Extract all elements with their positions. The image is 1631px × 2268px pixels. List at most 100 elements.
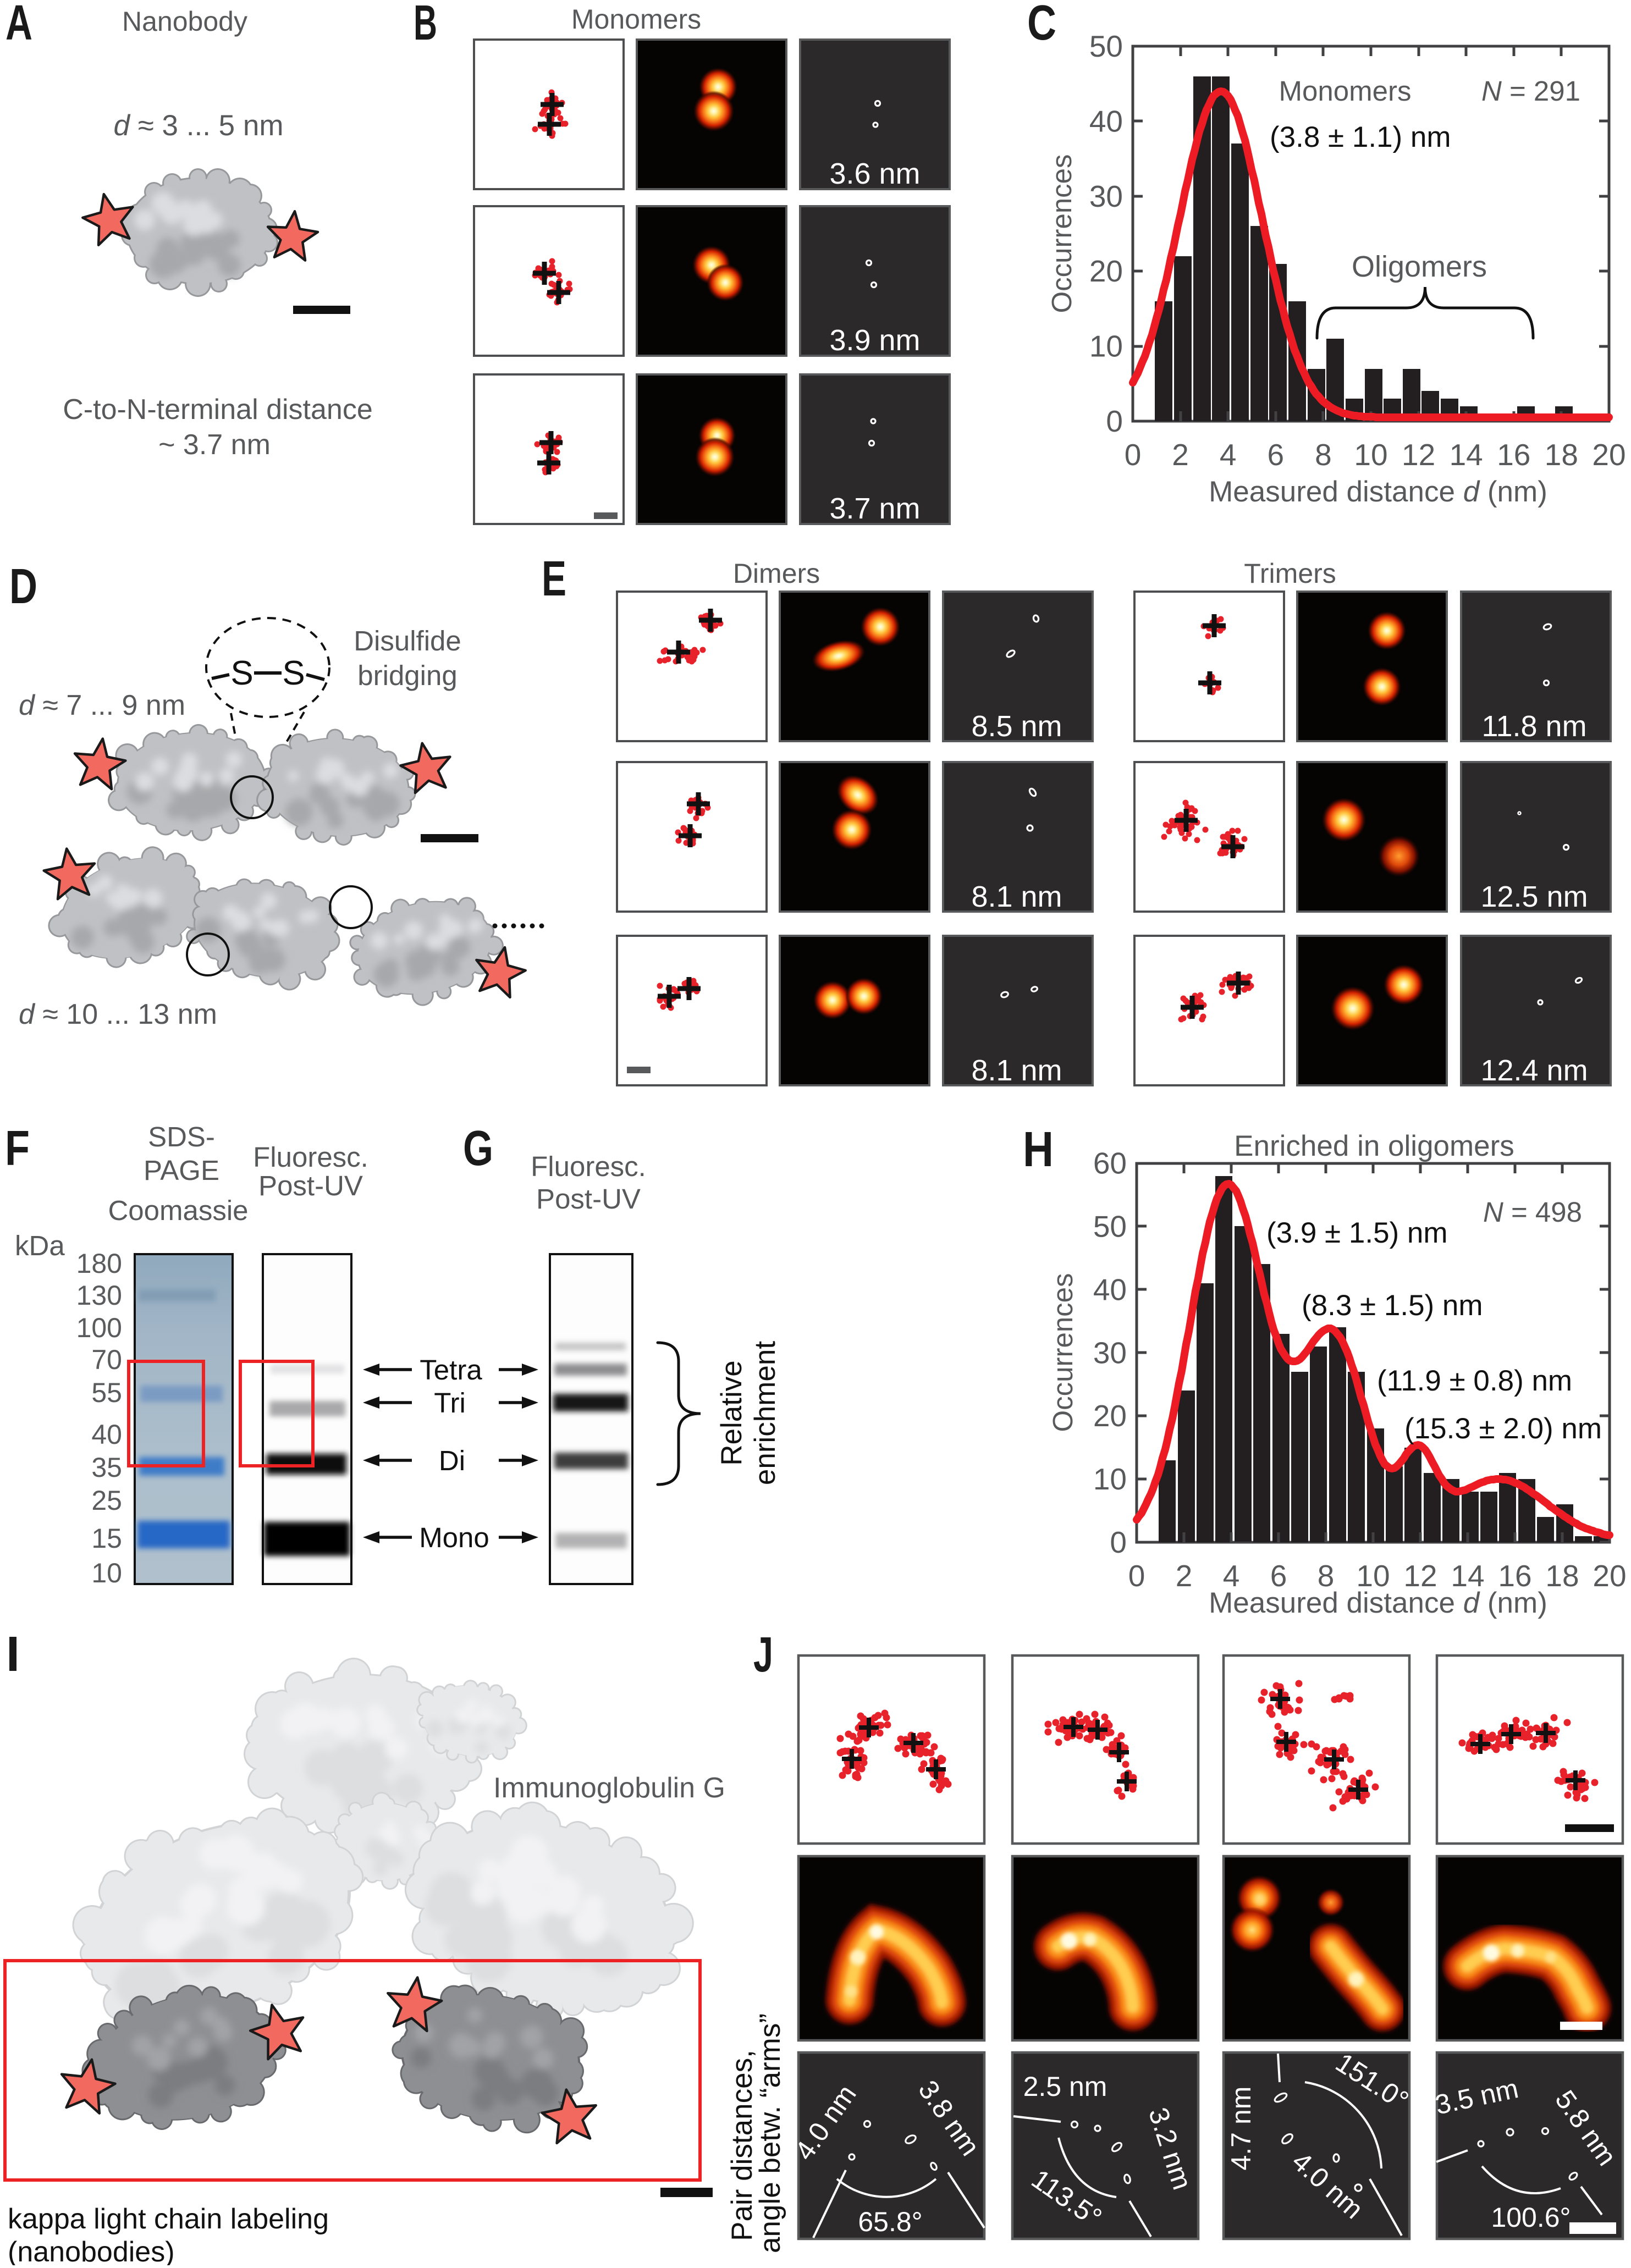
svg-text:angle betw. “arms”: angle betw. “arms” xyxy=(754,2013,786,2253)
svg-text:3.9 nm: 3.9 nm xyxy=(829,324,920,357)
svg-text:Trimers: Trimers xyxy=(1244,558,1336,589)
svg-text:Oligomers: Oligomers xyxy=(1352,250,1487,283)
svg-text:Tetra: Tetra xyxy=(420,1354,482,1386)
svg-text:A: A xyxy=(5,0,32,51)
svg-text:S: S xyxy=(230,654,253,692)
svg-text:0: 0 xyxy=(1128,1559,1145,1593)
svg-text:0: 0 xyxy=(1125,438,1142,472)
svg-text:Enriched in oligomers: Enriched in oligomers xyxy=(1234,1130,1514,1162)
svg-text:10: 10 xyxy=(1356,1559,1390,1593)
svg-text:Di: Di xyxy=(439,1445,465,1476)
svg-text:18: 18 xyxy=(1545,1559,1579,1593)
svg-text:8: 8 xyxy=(1318,1559,1335,1593)
svg-text:15: 15 xyxy=(91,1523,122,1554)
svg-text:J: J xyxy=(753,1627,773,1682)
svg-text:S: S xyxy=(282,654,305,692)
svg-text:Measured distance d (nm): Measured distance d (nm) xyxy=(1209,476,1547,508)
svg-text:2: 2 xyxy=(1176,1559,1193,1593)
svg-text:3.7 nm: 3.7 nm xyxy=(829,492,920,525)
svg-text:14: 14 xyxy=(1451,1559,1484,1593)
svg-text:20: 20 xyxy=(1089,254,1123,288)
svg-text:kappa light chain labeling: kappa light chain labeling xyxy=(8,2203,329,2235)
svg-text:10: 10 xyxy=(91,1558,122,1588)
svg-text:20: 20 xyxy=(1093,1399,1127,1433)
svg-text:Fluoresc.: Fluoresc. xyxy=(253,1141,368,1173)
svg-text:20: 20 xyxy=(1593,1559,1626,1593)
svg-text:12.5 nm: 12.5 nm xyxy=(1480,880,1588,913)
svg-text:d ≈ 3 ... 5 nm: d ≈ 3 ... 5 nm xyxy=(114,109,284,142)
svg-text:40: 40 xyxy=(1089,104,1123,138)
svg-text:(11.9 ± 0.8) nm: (11.9 ± 0.8) nm xyxy=(1377,1365,1572,1397)
svg-text:4: 4 xyxy=(1223,1559,1240,1593)
svg-text:35: 35 xyxy=(91,1452,122,1483)
svg-text:Immunoglobulin G: Immunoglobulin G xyxy=(493,1772,725,1804)
svg-text:130: 130 xyxy=(76,1280,122,1311)
svg-text:6: 6 xyxy=(1268,438,1285,472)
svg-text:25: 25 xyxy=(91,1485,122,1516)
svg-text:11.8 nm: 11.8 nm xyxy=(1481,710,1586,743)
svg-text:I: I xyxy=(6,1627,20,1682)
svg-text:10: 10 xyxy=(1354,438,1387,472)
svg-text:10: 10 xyxy=(1093,1462,1127,1496)
svg-text:50: 50 xyxy=(1089,29,1123,63)
svg-text:100.6°: 100.6° xyxy=(1491,2202,1571,2233)
svg-text:Mono: Mono xyxy=(419,1522,489,1553)
svg-text:8.1 nm: 8.1 nm xyxy=(971,1054,1062,1087)
svg-text:16: 16 xyxy=(1498,1559,1531,1593)
svg-text:55: 55 xyxy=(91,1377,122,1408)
svg-text:enrichment: enrichment xyxy=(749,1341,781,1485)
svg-text:65.8°: 65.8° xyxy=(858,2206,922,2237)
svg-text:PAGE: PAGE xyxy=(144,1155,219,1186)
svg-text:50: 50 xyxy=(1093,1210,1127,1244)
svg-text:6: 6 xyxy=(1270,1559,1287,1593)
svg-text:12: 12 xyxy=(1403,1559,1437,1593)
svg-text:4: 4 xyxy=(1220,438,1237,472)
svg-text:30: 30 xyxy=(1093,1336,1127,1370)
svg-text:2: 2 xyxy=(1172,438,1189,472)
svg-text:(8.3 ± 1.5) nm: (8.3 ± 1.5) nm xyxy=(1302,1289,1483,1322)
svg-text:20: 20 xyxy=(1592,438,1626,472)
svg-text:C-to-N-terminal distance: C-to-N-terminal distance xyxy=(63,394,373,426)
svg-text:40: 40 xyxy=(1093,1272,1127,1306)
svg-text:(15.3 ± 2.0) nm: (15.3 ± 2.0) nm xyxy=(1404,1412,1602,1445)
svg-text:N = 291: N = 291 xyxy=(1481,75,1580,107)
svg-text:Dimers: Dimers xyxy=(733,558,820,589)
svg-text:Occurrences: Occurrences xyxy=(1046,154,1077,313)
svg-text:D: D xyxy=(9,559,37,614)
svg-text:0: 0 xyxy=(1106,404,1123,438)
svg-text:B: B xyxy=(414,0,437,51)
svg-text:40: 40 xyxy=(91,1419,122,1450)
svg-text:18: 18 xyxy=(1545,438,1578,472)
svg-text:E: E xyxy=(542,551,566,606)
svg-text:14: 14 xyxy=(1450,438,1483,472)
svg-text:Tri: Tri xyxy=(434,1387,466,1419)
svg-text:kDa: kDa xyxy=(15,1230,65,1261)
svg-text:12.4 nm: 12.4 nm xyxy=(1480,1054,1588,1087)
svg-text:Post-UV: Post-UV xyxy=(258,1170,363,1201)
svg-text:Measured distance d (nm): Measured distance d (nm) xyxy=(1209,1587,1547,1619)
svg-text:0: 0 xyxy=(1110,1525,1127,1559)
svg-text:Relative: Relative xyxy=(715,1360,748,1465)
svg-text:(3.8 ± 1.1) nm: (3.8 ± 1.1) nm xyxy=(1270,121,1451,153)
svg-text:F: F xyxy=(5,1121,30,1176)
svg-text:Disulfide: Disulfide xyxy=(354,625,461,656)
svg-text:3.6 nm: 3.6 nm xyxy=(829,157,920,190)
svg-text:70: 70 xyxy=(91,1344,122,1375)
svg-text:16: 16 xyxy=(1497,438,1530,472)
svg-text:d ≈ 10 ... 13 nm: d ≈ 10 ... 13 nm xyxy=(19,998,217,1030)
svg-text:100: 100 xyxy=(76,1312,122,1343)
svg-text:~ 3.7 nm: ~ 3.7 nm xyxy=(158,429,271,461)
svg-text:Post-UV: Post-UV xyxy=(536,1183,641,1215)
svg-text:d ≈ 7 ... 9 nm: d ≈ 7 ... 9 nm xyxy=(19,689,185,721)
svg-text:10: 10 xyxy=(1089,329,1123,363)
svg-text:12: 12 xyxy=(1402,438,1435,472)
svg-text:4.7 nm: 4.7 nm xyxy=(1226,2087,1257,2171)
svg-text:Monomers: Monomers xyxy=(1279,75,1412,107)
svg-text:N = 498: N = 498 xyxy=(1483,1196,1582,1228)
svg-text:8: 8 xyxy=(1315,438,1332,472)
svg-text:Pair distances,: Pair distances, xyxy=(726,2050,758,2241)
svg-text:H: H xyxy=(1023,1122,1054,1177)
svg-text:Occurrences: Occurrences xyxy=(1047,1273,1078,1432)
svg-text:Monomers: Monomers xyxy=(571,4,701,35)
svg-text:30: 30 xyxy=(1089,179,1123,213)
